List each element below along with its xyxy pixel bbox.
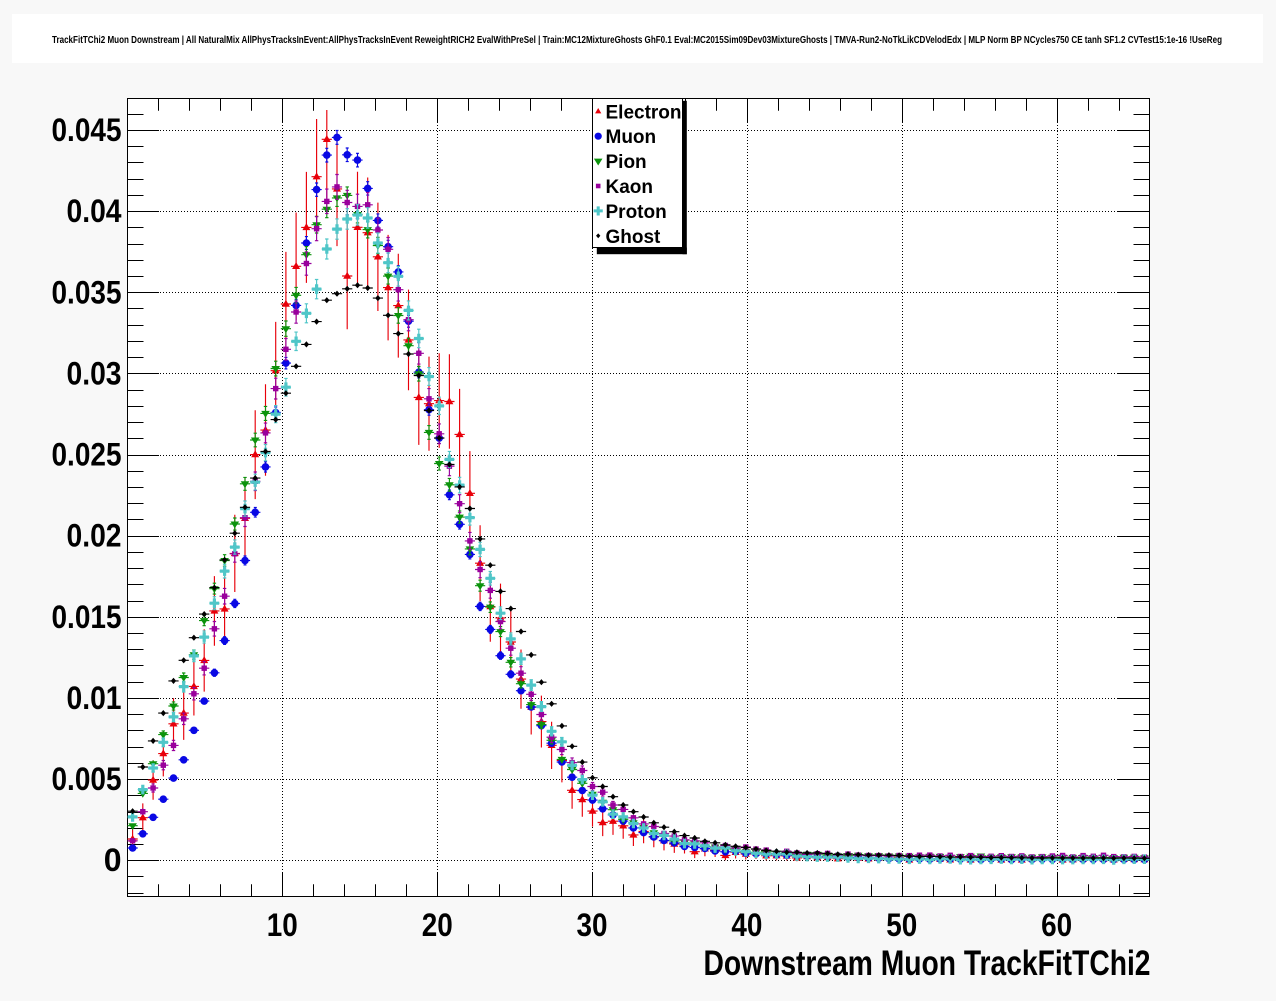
svg-text:60: 60 xyxy=(1041,907,1072,943)
svg-text:0.035: 0.035 xyxy=(52,274,122,310)
svg-text:50: 50 xyxy=(886,907,917,943)
svg-text:TrackFitTChi2 Muon Downstream: TrackFitTChi2 Muon Downstream | All Natu… xyxy=(52,35,1222,46)
svg-text:0.015: 0.015 xyxy=(52,599,122,635)
svg-text:0: 0 xyxy=(104,842,122,878)
svg-text:Muon: Muon xyxy=(606,127,657,148)
svg-text:0.005: 0.005 xyxy=(52,761,122,797)
svg-text:20: 20 xyxy=(422,907,453,943)
svg-text:0.025: 0.025 xyxy=(52,437,122,473)
svg-text:0.045: 0.045 xyxy=(52,112,122,148)
svg-text:30: 30 xyxy=(577,907,608,943)
svg-text:Electron: Electron xyxy=(606,102,682,123)
svg-text:Downstream Muon TrackFitTChi2: Downstream Muon TrackFitTChi2 xyxy=(704,944,1151,983)
svg-text:Pion: Pion xyxy=(606,152,647,173)
svg-text:0.03: 0.03 xyxy=(67,355,122,391)
svg-text:10: 10 xyxy=(267,907,298,943)
svg-text:Proton: Proton xyxy=(606,202,667,223)
svg-text:40: 40 xyxy=(731,907,762,943)
svg-text:0.02: 0.02 xyxy=(67,518,122,554)
svg-text:Kaon: Kaon xyxy=(606,177,654,198)
svg-text:0.04: 0.04 xyxy=(67,193,122,229)
svg-text:0.01: 0.01 xyxy=(67,680,122,716)
svg-text:Ghost: Ghost xyxy=(606,227,662,248)
